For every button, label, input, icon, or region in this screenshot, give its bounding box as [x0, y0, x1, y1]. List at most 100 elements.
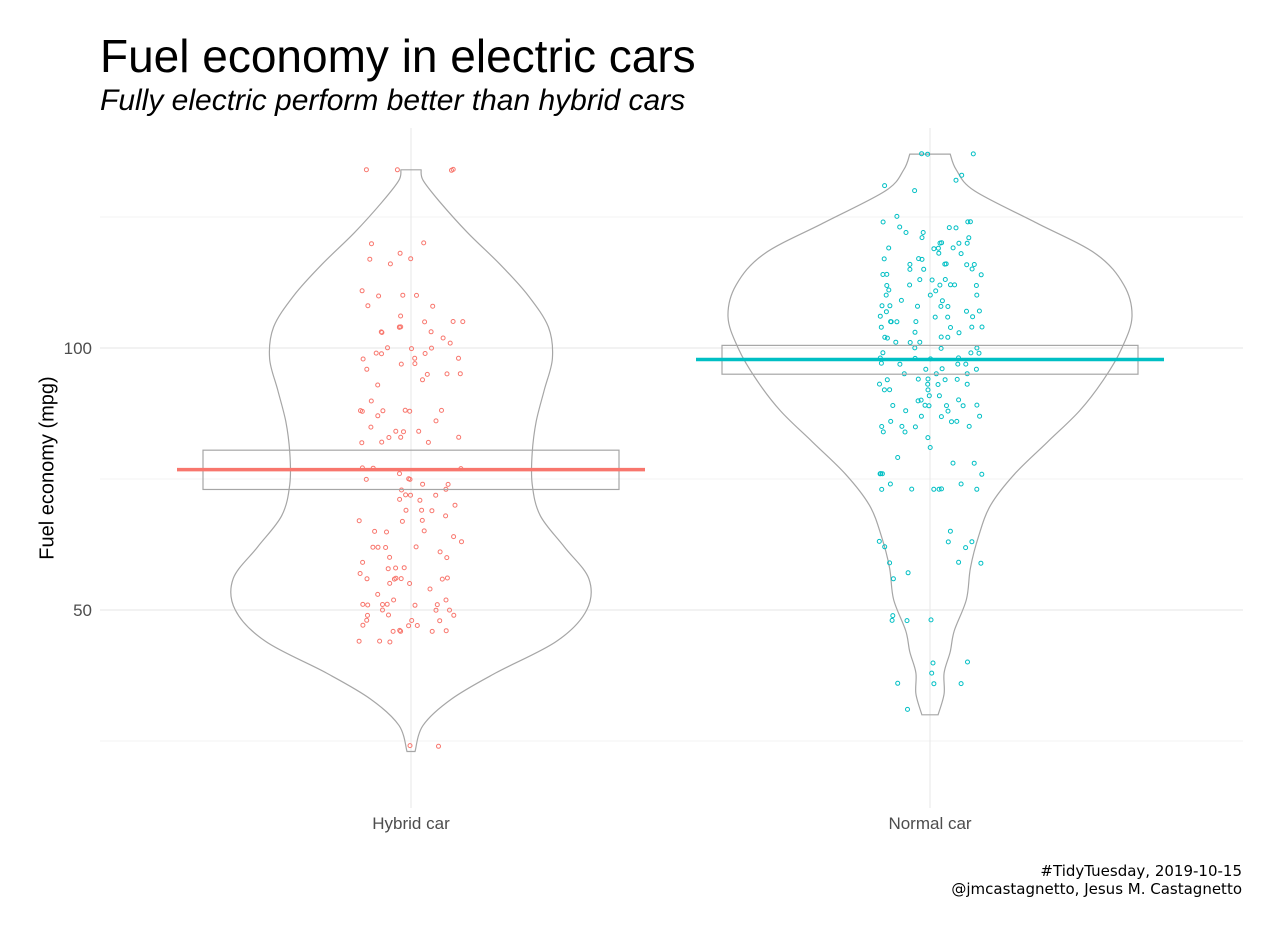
data-point	[380, 607, 385, 613]
data-point	[391, 597, 397, 603]
data-point	[883, 292, 889, 298]
data-point	[357, 571, 363, 576]
data-point	[444, 575, 450, 581]
data-point	[457, 371, 463, 377]
data-point	[889, 617, 895, 623]
data-point	[365, 602, 371, 608]
data-point	[938, 345, 944, 351]
data-point	[902, 429, 908, 435]
data-point	[895, 455, 901, 460]
data-point	[904, 618, 910, 624]
data-point	[447, 607, 452, 613]
data-point	[451, 612, 457, 618]
data-point	[960, 403, 966, 409]
data-point	[979, 324, 985, 330]
data-point	[399, 518, 405, 524]
data-point	[915, 398, 921, 404]
data-point	[879, 303, 885, 309]
data-point	[429, 345, 434, 351]
data-point	[963, 545, 969, 551]
data-point	[970, 151, 976, 157]
data-point	[953, 177, 959, 183]
data-point	[397, 627, 403, 633]
data-point	[385, 566, 391, 572]
data-point	[956, 559, 962, 565]
data-point	[444, 371, 450, 377]
data-point	[406, 476, 412, 482]
data-point	[966, 423, 972, 429]
chart-title: Fuel economy in electric cars	[100, 30, 696, 82]
data-point	[976, 350, 982, 356]
data-point	[393, 428, 399, 434]
data-point	[969, 266, 975, 272]
data-point	[939, 298, 945, 304]
data-point	[905, 570, 911, 576]
data-point	[402, 407, 408, 413]
caption-line-hashtag: #TidyTuesday, 2019-10-15	[1040, 862, 1242, 880]
data-point	[377, 638, 383, 644]
data-point	[356, 638, 362, 644]
data-point	[915, 303, 920, 309]
data-point	[880, 219, 886, 225]
data-point	[888, 418, 894, 424]
data-point	[376, 293, 382, 299]
data-point	[882, 334, 888, 340]
data-point	[945, 539, 951, 545]
data-point	[380, 602, 385, 607]
data-point	[907, 340, 913, 345]
data-point	[386, 612, 391, 618]
data-point	[430, 303, 436, 309]
chart-subtitle: Fully electric perform better than hybri…	[100, 84, 686, 117]
data-point	[945, 304, 951, 309]
data-point	[419, 517, 425, 523]
data-point	[942, 277, 948, 282]
data-point	[360, 356, 366, 362]
data-point	[433, 607, 439, 613]
data-point	[422, 351, 428, 356]
data-point	[385, 345, 390, 351]
data-point	[407, 408, 413, 414]
data-point	[445, 481, 451, 487]
data-point	[920, 230, 926, 235]
data-point	[955, 361, 961, 367]
data-point	[886, 245, 892, 251]
data-point	[882, 183, 888, 189]
data-point	[394, 167, 400, 173]
data-point	[912, 329, 918, 335]
data-point	[888, 319, 894, 325]
data-point	[964, 381, 970, 387]
data-point	[907, 282, 913, 288]
data-point	[439, 576, 445, 582]
data-point	[946, 225, 952, 231]
data-point	[890, 576, 896, 582]
data-point	[425, 439, 431, 445]
data-point	[401, 429, 406, 435]
data-point	[443, 513, 449, 519]
data-point	[398, 628, 404, 634]
chart-caption: #TidyTuesday, 2019-10-15 @jmcastagnetto,…	[951, 862, 1242, 898]
data-point	[407, 581, 413, 586]
data-point	[925, 435, 931, 441]
data-point	[933, 288, 939, 294]
data-point	[945, 314, 951, 320]
x-tick-label: Normal car	[888, 814, 971, 833]
data-point	[880, 350, 886, 356]
data-point	[948, 325, 953, 330]
data-point	[379, 439, 385, 445]
data-point	[368, 424, 374, 430]
caption-line-author: @jmcastagnetto, Jesus M. Castagnetto	[951, 880, 1242, 898]
data-point	[967, 219, 973, 225]
data-point	[384, 529, 389, 535]
data-point	[452, 502, 458, 508]
data-point	[974, 292, 980, 298]
data-point	[947, 528, 953, 534]
data-point	[884, 271, 890, 277]
data-point	[935, 245, 941, 251]
data-point	[925, 376, 931, 382]
data-point	[422, 319, 428, 325]
data-point	[884, 335, 890, 341]
data-point	[978, 560, 984, 566]
data-point	[456, 434, 462, 440]
data-point	[893, 339, 899, 345]
data-point	[899, 423, 905, 429]
